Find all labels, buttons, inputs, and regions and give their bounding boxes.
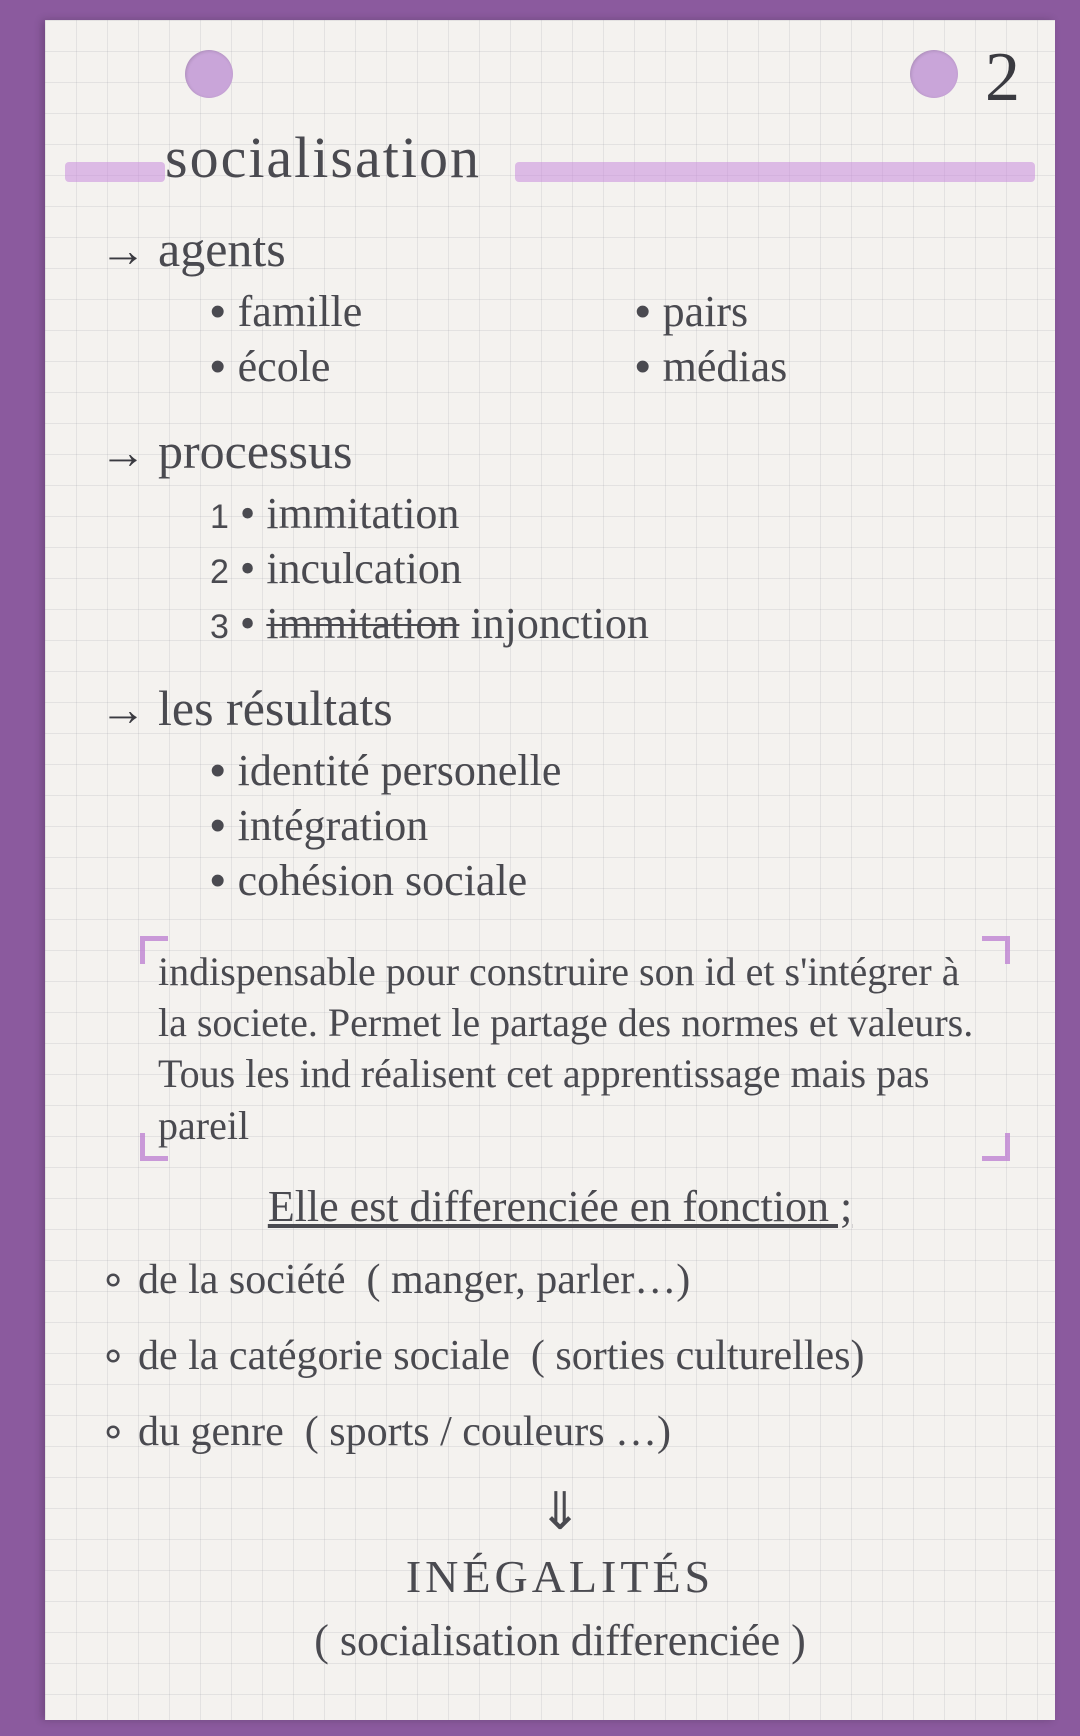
summary-box: indispensable pour construire son id et … bbox=[140, 936, 1010, 1161]
notebook-paper: 2 socialisation → agents famille pairs é… bbox=[45, 20, 1055, 1720]
list-item: 3 • immitation injonction bbox=[210, 596, 1020, 651]
list-item: pairs bbox=[635, 284, 1020, 339]
processus-list: 1 • immitation 2 • inculcation 3 • immit… bbox=[100, 486, 1020, 651]
list-item: 1 • immitation bbox=[210, 486, 1020, 541]
corner-bracket-icon bbox=[140, 936, 168, 964]
differentiation-list: ∘ de la société ( manger, parler…) ∘ de … bbox=[100, 1254, 1020, 1456]
list-item: ∘ de la société ( manger, parler…) bbox=[100, 1254, 1020, 1304]
page-title: socialisation bbox=[165, 124, 481, 191]
list-item: école bbox=[210, 339, 595, 394]
heading-resultats: les résultats bbox=[158, 679, 393, 737]
arrow-icon: → bbox=[100, 682, 146, 736]
list-item: 2 • inculcation bbox=[210, 541, 1020, 596]
struck-text: immitation bbox=[266, 599, 459, 648]
list-item: famille bbox=[210, 284, 595, 339]
punch-hole-right bbox=[910, 50, 958, 98]
down-arrow-icon: ⇓ bbox=[100, 1482, 1020, 1542]
title-highlight-left bbox=[65, 162, 165, 182]
list-item: intégration bbox=[210, 798, 1020, 853]
heading-resultats-text: les résultats bbox=[158, 680, 393, 736]
conclusion-sub: ( socialisation differenciée ) bbox=[100, 1615, 1020, 1666]
heading-processus: processus bbox=[158, 422, 352, 480]
list-item: identité personelle bbox=[210, 743, 1020, 798]
list-item: médias bbox=[635, 339, 1020, 394]
section-agents: → agents famille pairs école médias bbox=[100, 220, 1020, 394]
corner-bracket-icon bbox=[982, 936, 1010, 964]
summary-text: indispensable pour construire son id et … bbox=[158, 949, 973, 1148]
punch-hole-left bbox=[185, 50, 233, 98]
subtitle: Elle est differenciée en fonction ; bbox=[100, 1181, 1020, 1232]
section-processus: → processus 1 • immitation 2 • inculcati… bbox=[100, 422, 1020, 651]
arrow-icon: → bbox=[100, 425, 146, 479]
arrow-icon: → bbox=[100, 223, 146, 277]
content-area: → agents famille pairs école médias → pr… bbox=[100, 220, 1020, 1666]
heading-agents: agents bbox=[158, 220, 286, 278]
section-resultats: → les résultats identité personelle inté… bbox=[100, 679, 1020, 908]
page-number: 2 bbox=[985, 38, 1020, 118]
corner-bracket-icon bbox=[140, 1133, 168, 1161]
list-item: ∘ de la catégorie sociale ( sorties cult… bbox=[100, 1330, 1020, 1380]
agents-list: famille pairs école médias bbox=[100, 284, 1020, 394]
resultats-list: identité personelle intégration cohésion… bbox=[100, 743, 1020, 908]
list-item: ∘ du genre ( sports / couleurs …) bbox=[100, 1406, 1020, 1456]
title-highlight-right bbox=[515, 162, 1035, 182]
heading-agents-text: agents bbox=[158, 221, 286, 277]
heading-processus-text: processus bbox=[158, 423, 352, 479]
conclusion: INÉGALITÉS bbox=[100, 1550, 1020, 1603]
list-item: cohésion sociale bbox=[210, 853, 1020, 908]
corner-bracket-icon bbox=[982, 1133, 1010, 1161]
title-row: socialisation bbox=[45, 142, 1055, 192]
